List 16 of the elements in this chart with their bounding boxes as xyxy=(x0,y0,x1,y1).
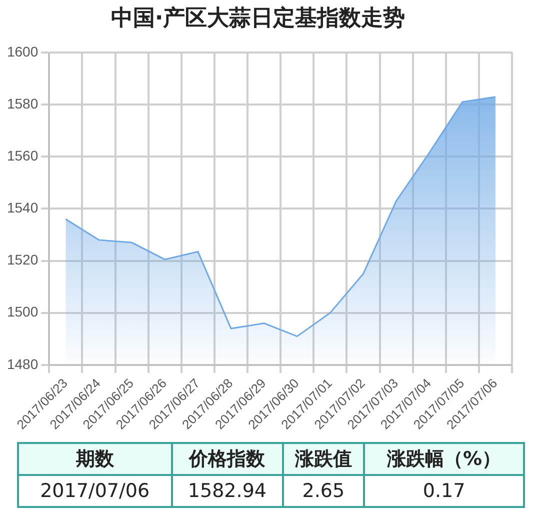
y-tick-label: 1540 xyxy=(6,200,38,216)
chart-title: 中国·产区大蒜日定基指数走势 xyxy=(110,4,406,31)
y-tick-label: 1480 xyxy=(6,356,38,372)
text: 期数 xyxy=(18,443,172,475)
text: 涨跌值 xyxy=(282,443,364,475)
y-tick-label: 1600 xyxy=(6,43,38,60)
y-tick-label: 1560 xyxy=(6,147,38,164)
text: 2017/07/06 xyxy=(18,475,172,507)
y-tick-label: 1520 xyxy=(6,252,38,268)
text: 2.65 xyxy=(282,475,364,507)
text: 价格指数 xyxy=(172,443,283,475)
y-tick-label: 1500 xyxy=(6,304,38,320)
text: 1582.94 xyxy=(172,475,283,507)
y-tick-label: 1580 xyxy=(6,95,38,112)
text: 涨跌幅（%） xyxy=(364,443,524,475)
text: 0.17 xyxy=(364,475,524,507)
